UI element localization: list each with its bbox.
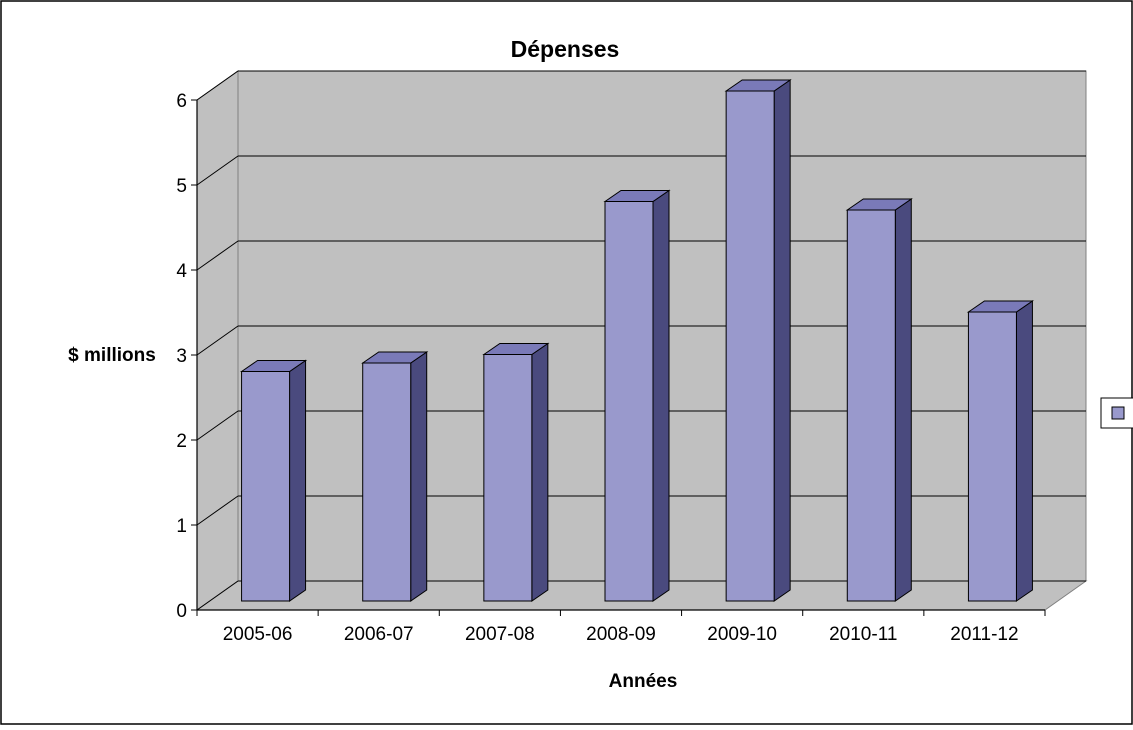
- bar-side: [289, 359, 307, 602]
- axes: [191, 99, 1046, 616]
- gridline-side: [196, 240, 239, 271]
- bar-side: [652, 189, 670, 602]
- bar-2009-10: [724, 79, 792, 602]
- gridline-side: [196, 70, 239, 101]
- chart-title: Dépenses: [511, 36, 620, 62]
- y-tick-label: 1: [176, 516, 187, 537]
- bar: [725, 90, 775, 602]
- y-tick-label: 3: [176, 346, 187, 367]
- y-tick-label: 6: [176, 91, 187, 112]
- bars: [239, 79, 1035, 602]
- bar-side: [894, 198, 912, 602]
- bar-2011-12: [966, 300, 1035, 602]
- gridline-side: [196, 495, 239, 526]
- y-tick-label: 2: [176, 431, 187, 452]
- bar: [241, 371, 291, 602]
- x-tick-label: 2007-08: [465, 624, 535, 645]
- bar-side: [531, 342, 549, 602]
- legend-swatch: [1111, 406, 1125, 420]
- bar-side: [1015, 300, 1033, 602]
- bar: [967, 311, 1017, 602]
- gridline-side: [196, 325, 239, 356]
- bar-2008-09: [603, 189, 671, 602]
- x-tick-label: 2006-07: [344, 624, 414, 645]
- bar-side: [773, 79, 791, 602]
- bar-2007-08: [482, 342, 550, 602]
- x-tick-label: 2009-10: [707, 624, 777, 645]
- x-tick-labels: 2005-06 2006-07 2007-08 2008-09 2009-10 2010-…: [223, 624, 1019, 645]
- y-tick-label: 5: [176, 176, 187, 197]
- x-tick-label: 2005-06: [223, 624, 293, 645]
- legend: [1100, 397, 1133, 429]
- x-tick-label: 2010-11: [829, 624, 897, 645]
- x-axis-title: Années: [609, 671, 678, 692]
- y-tick-label: 4: [176, 261, 187, 282]
- bar-2006-07: [361, 351, 429, 602]
- bar: [483, 354, 533, 602]
- y-axis-title: $ millions: [68, 345, 156, 366]
- bar-2005-06: [239, 359, 308, 602]
- gridline-side: [196, 410, 239, 441]
- bar-2010-11: [845, 198, 913, 602]
- gridline-side: [196, 580, 239, 611]
- bar: [846, 209, 896, 602]
- bar-side: [410, 351, 428, 602]
- bar: [362, 362, 412, 602]
- x-tick-label: 2011-12: [950, 624, 1018, 645]
- x-tick-label: 2008-09: [586, 624, 656, 645]
- gridline-side: [196, 155, 239, 186]
- y-tick-labels: 0 1 2 3 4 5 6: [176, 91, 187, 622]
- bar: [604, 201, 654, 602]
- y-tick-label: 0: [176, 601, 187, 622]
